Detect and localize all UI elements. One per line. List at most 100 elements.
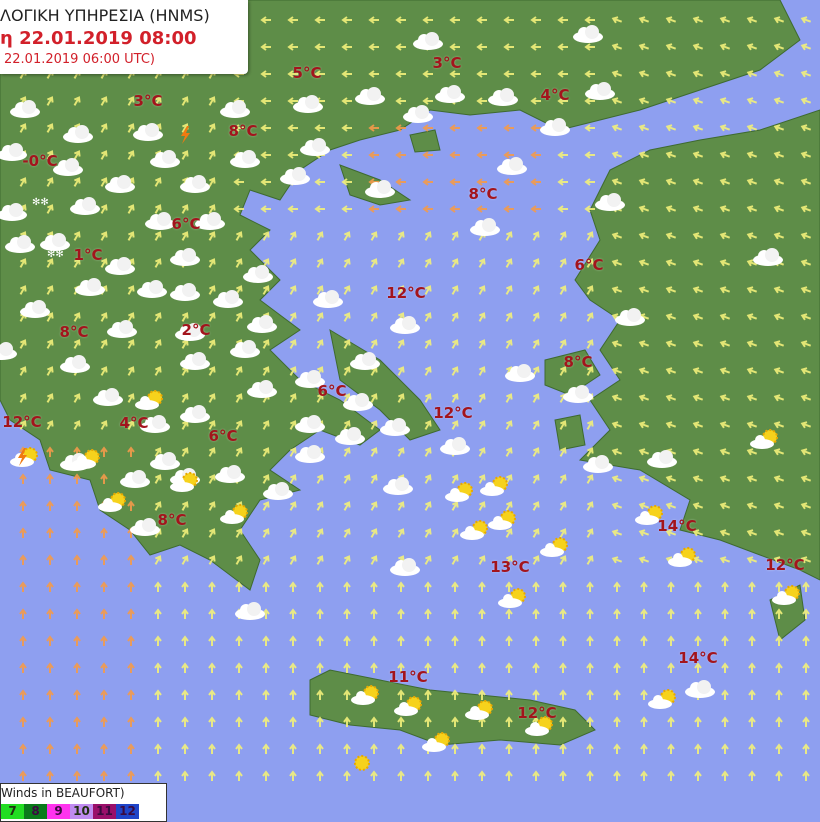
wind-arrow-icon — [208, 231, 216, 241]
wind-arrow-icon — [100, 123, 108, 133]
wind-arrow-icon — [262, 474, 270, 484]
wind-arrow-icon — [800, 340, 812, 348]
wind-arrow-icon — [613, 635, 621, 646]
wind-arrow-icon — [424, 716, 432, 727]
wind-arrow-icon — [586, 716, 594, 727]
wind-arrow-icon — [665, 367, 677, 375]
wind-arrow-icon — [287, 43, 298, 51]
cloud-icon — [365, 180, 395, 198]
wind-arrow-icon — [665, 97, 677, 105]
wind-arrow-icon — [586, 635, 594, 646]
wind-arrow-icon — [260, 151, 271, 159]
cloud-icon — [150, 452, 180, 470]
wind-arrow-icon — [100, 339, 108, 349]
wind-arrow-icon — [154, 689, 162, 700]
wind-arrow-icon — [46, 770, 54, 781]
cloud-icon — [175, 323, 205, 341]
wind-arrow-icon — [557, 43, 568, 51]
wind-arrow-icon — [100, 743, 108, 754]
temperature-label: 12°C — [386, 284, 426, 302]
wind-arrow-icon — [73, 635, 81, 646]
wind-arrow-icon — [316, 581, 324, 592]
wind-arrow-icon — [638, 475, 650, 483]
wind-arrow-icon — [611, 124, 623, 132]
wind-arrow-icon — [127, 716, 135, 727]
wind-arrow-icon — [478, 420, 486, 430]
wind-arrow-icon — [775, 689, 783, 700]
wind-arrow-icon — [73, 150, 81, 160]
wind-arrow-icon — [611, 232, 623, 240]
wind-arrow-icon — [370, 662, 378, 673]
wind-arrow-icon — [46, 312, 54, 322]
wind-arrow-icon — [19, 177, 27, 187]
wind-arrow-icon — [46, 123, 54, 133]
cloud-icon — [180, 175, 210, 193]
wind-arrow-icon — [667, 770, 675, 781]
cloud-icon — [133, 123, 163, 141]
wind-arrow-icon — [127, 150, 135, 160]
wind-arrow-icon — [208, 177, 216, 187]
wind-arrow-icon — [46, 258, 54, 268]
wind-arrow-icon — [503, 43, 514, 51]
wind-arrow-icon — [692, 502, 704, 510]
beaufort-scale: 7 8 9 10 11 12 — [1, 804, 139, 819]
wind-arrow-icon — [476, 43, 487, 51]
wind-arrow-icon — [397, 231, 405, 241]
wind-arrow-icon — [289, 231, 297, 241]
wind-arrow-icon — [451, 339, 459, 349]
wind-arrow-icon — [235, 528, 243, 538]
wind-arrow-icon — [73, 662, 81, 673]
wind-arrow-icon — [746, 340, 758, 348]
wind-arrow-icon — [640, 716, 648, 727]
wind-arrow-icon — [100, 96, 108, 106]
wind-arrow-icon — [260, 16, 271, 24]
wind-arrow-icon — [451, 662, 459, 673]
wind-arrow-icon — [638, 367, 650, 375]
wind-arrow-icon — [719, 70, 731, 78]
sun-cloud-icon — [772, 585, 800, 605]
wind-arrow-icon — [478, 581, 486, 592]
wind-arrow-icon — [505, 716, 513, 727]
wind-arrow-icon — [127, 743, 135, 754]
wind-arrow-icon — [773, 232, 785, 240]
wind-arrow-icon — [667, 743, 675, 754]
wind-arrow-icon — [343, 555, 351, 565]
wind-arrow-icon — [586, 581, 594, 592]
wind-arrow-icon — [719, 340, 731, 348]
cloud-icon — [403, 105, 433, 123]
cloud-icon — [540, 118, 570, 136]
wind-arrow-icon — [748, 743, 756, 754]
cloud-icon — [497, 157, 527, 175]
wind-arrow-icon — [773, 502, 785, 510]
sun-cloud-icon — [488, 510, 516, 530]
cloud-icon — [383, 477, 413, 495]
wind-arrow-icon — [46, 150, 54, 160]
temperature-label: 1°C — [73, 246, 103, 264]
wind-arrow-icon — [746, 313, 758, 321]
wind-arrow-icon — [532, 420, 540, 430]
wind-arrow-icon — [694, 581, 702, 592]
wind-arrow-icon — [692, 448, 704, 456]
wind-arrow-icon — [719, 43, 731, 51]
wind-arrow-icon — [100, 770, 108, 781]
wind-arrow-icon — [73, 312, 81, 322]
wind-arrow-icon — [46, 339, 54, 349]
wind-arrow-icon — [316, 743, 324, 754]
wind-arrow-icon — [451, 285, 459, 295]
wind-arrow-icon — [692, 286, 704, 294]
wind-arrow-icon — [100, 312, 108, 322]
wind-arrow-icon — [584, 16, 595, 24]
wind-arrow-icon — [316, 501, 324, 511]
wind-arrow-icon — [584, 124, 595, 132]
wind-arrow-icon — [316, 258, 324, 268]
wind-arrow-icon — [208, 770, 216, 781]
wind-arrow-icon — [314, 205, 325, 213]
wind-arrow-icon — [287, 16, 298, 24]
wind-arrow-icon — [559, 662, 567, 673]
wind-arrow-icon — [476, 97, 487, 105]
wind-arrow-icon — [370, 420, 378, 430]
cloud-icon — [60, 355, 90, 373]
wind-arrow-icon — [368, 151, 379, 159]
sun-cloud-icon — [98, 492, 126, 512]
temperature-label: 3°C — [432, 54, 462, 72]
